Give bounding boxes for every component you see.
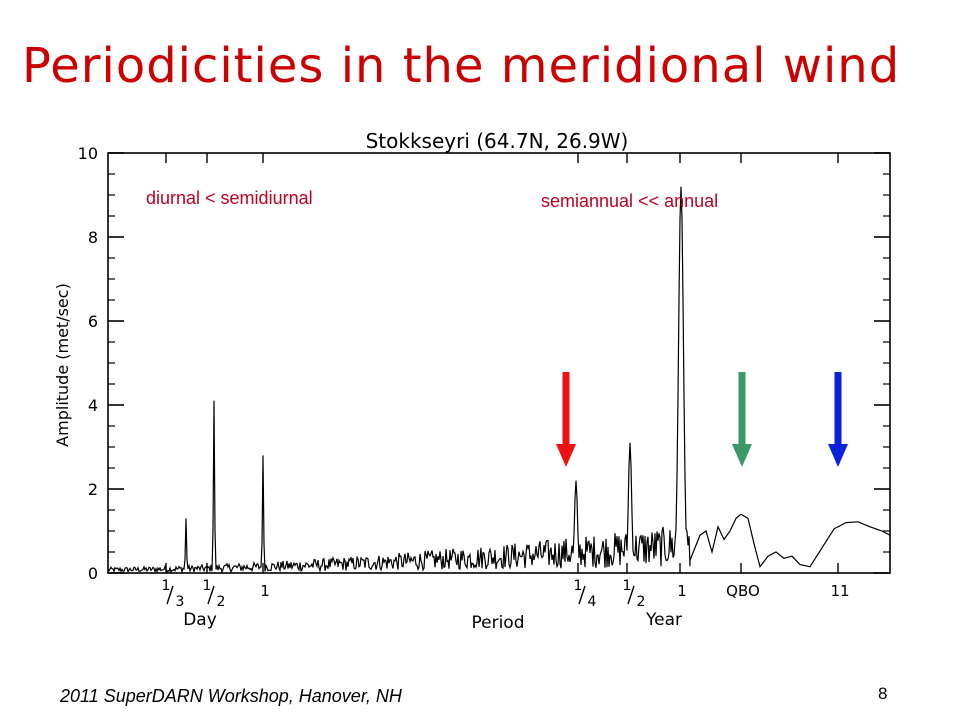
annotation-diurnal: diurnal < semidiurnal: [146, 188, 313, 208]
x-group-label-year: Year: [645, 610, 682, 630]
svg-text:1: 1: [623, 578, 632, 594]
arrow-shaft: [834, 372, 842, 446]
arrow-head: [828, 444, 848, 467]
svg-text:3: 3: [176, 594, 185, 610]
arrow-shaft: [738, 372, 746, 446]
y-tick-label: 10: [78, 144, 98, 163]
arrow-3: [828, 372, 848, 467]
footer-text: 2011 SuperDARN Workshop, Hanover, NH: [60, 686, 402, 706]
arrow-head: [732, 444, 752, 467]
arrow-1: [556, 372, 576, 467]
slide-title: Periodicities in the meridional wind: [22, 38, 901, 94]
y-axis: 0 2 4 6 8 10: [78, 144, 890, 583]
plot-frame: [107, 152, 891, 574]
x-tick-label: 13: [162, 578, 185, 610]
y-tick-label: 0: [88, 564, 98, 583]
x-tick-label: 12: [623, 578, 646, 610]
y-axis-label: Amplitude (met/sec): [53, 283, 72, 447]
svg-text:1: 1: [574, 578, 583, 594]
y-tick-label: 6: [88, 312, 98, 331]
arrow-head: [556, 444, 576, 467]
period-arrows: [556, 372, 848, 467]
x-group-label-day: Day: [183, 610, 217, 630]
svg-text:2: 2: [637, 594, 646, 610]
svg-text:4: 4: [588, 594, 597, 610]
x-tick-label: 11: [830, 582, 849, 600]
chart-title: Stokkseyri (64.7N, 26.9W): [366, 129, 629, 153]
x-tick-label: 12: [203, 578, 226, 610]
arrow-shaft: [562, 372, 570, 446]
arrow-2: [732, 372, 752, 467]
spectrum-line: [107, 186, 891, 575]
annotation-semiannual: semiannual << annual: [541, 191, 719, 211]
x-tick-label: 14: [574, 578, 597, 610]
page-number: 8: [878, 684, 888, 703]
x-axis-label: Period: [471, 613, 524, 633]
x-tick-label: 1: [260, 582, 270, 600]
x-tick-label: QBO: [726, 582, 760, 600]
svg-text:1: 1: [162, 578, 171, 594]
svg-text:1: 1: [203, 578, 212, 594]
x-tick-label: 1: [677, 582, 687, 600]
y-tick-label: 2: [88, 480, 98, 499]
y-tick-label: 8: [88, 228, 98, 247]
y-tick-label: 4: [88, 396, 98, 415]
svg-text:2: 2: [217, 594, 226, 610]
